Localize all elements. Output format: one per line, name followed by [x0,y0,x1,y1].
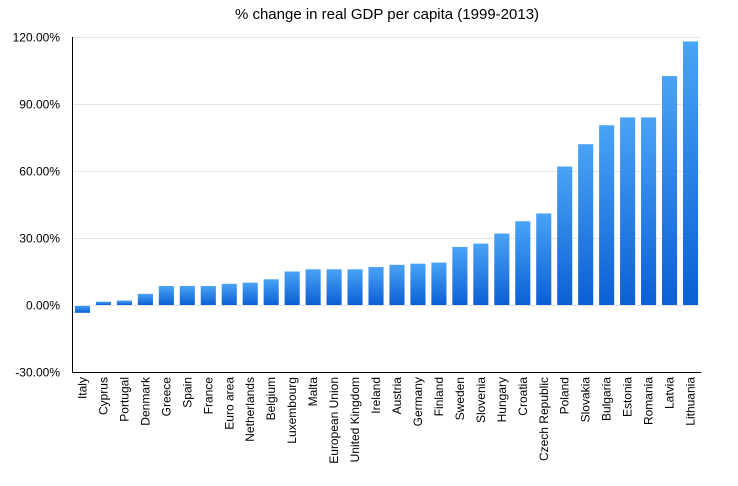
bar-italy [74,305,91,313]
x-tick-label: Romania [642,377,656,425]
x-tick-label: Latvia [663,377,677,409]
x-tick-label: Finland [432,377,446,416]
bar-malta [305,269,321,305]
bar-slovenia [473,243,489,305]
x-tick-label: Italy [75,377,89,399]
x-tick-label: Slovakia [579,377,593,423]
bar-portugal [116,300,132,305]
bar-hungary [494,233,510,305]
x-tick-label: Slovenia [474,377,488,423]
bar-austria [389,264,405,305]
bar-cyprus [95,301,111,305]
x-tick-label: Portugal [117,377,131,422]
x-tick-label: United Kingdom [348,377,362,462]
bar-slovakia [578,144,594,305]
bar-euro-area [221,283,237,305]
x-tick-label: Ireland [369,377,383,414]
bar-poland [557,166,573,305]
x-tick-label: Malta [306,377,320,407]
x-tick-label: Euro area [222,377,236,430]
bar-germany [410,263,426,305]
bar-bulgaria [599,125,615,305]
bar-greece [158,286,174,305]
bar-estonia [620,117,636,306]
x-tick-label: Sweden [453,377,467,420]
x-tick-label: Bulgaria [600,377,614,421]
bar-spain [179,286,195,305]
x-tick-label: European Union [327,377,341,464]
bar-czech-republic [536,213,552,305]
x-tick-label: Estonia [621,377,635,417]
bar-belgium [263,279,279,305]
bar-netherlands [242,282,258,305]
x-tick-label: Austria [390,377,404,415]
x-tick-label: Lithuania [684,377,698,426]
bar-latvia [662,76,678,305]
bar-luxembourg [284,271,300,305]
bar-ireland [368,267,384,305]
x-tick-label: Croatia [516,377,530,416]
y-tick-label: 90.00% [19,98,60,112]
y-tick-label: 0.00% [26,299,60,313]
x-tick-label: France [201,377,215,415]
bar-denmark [137,293,153,305]
bar-croatia [515,221,531,305]
bar-sweden [452,246,468,305]
x-tick-label: Germany [411,377,425,426]
bar-united-kingdom [347,269,363,305]
x-tick-label: Czech Republic [537,377,551,461]
x-tick-label: Luxembourg [285,377,299,444]
x-tick-label: Belgium [264,377,278,420]
x-tick-label: Netherlands [243,377,257,442]
bar-france [200,286,216,305]
bar-european-union [326,269,342,305]
x-tick-label: Cyprus [96,377,110,415]
chart-title: % change in real GDP per capita (1999-20… [235,6,539,23]
y-tick-label: 120.00% [13,31,61,45]
x-tick-label: Greece [159,377,173,417]
y-tick-label: 30.00% [19,232,60,246]
x-tick-label: Denmark [138,376,152,426]
x-tick-label: Poland [558,377,572,414]
y-tick-label: -30.00% [15,366,60,380]
y-tick-label: 60.00% [19,165,60,179]
bar-romania [641,117,657,306]
bar-finland [431,262,447,305]
x-tick-label: Hungary [495,377,509,422]
bar-lithuania [682,41,699,305]
x-tick-label: Spain [180,377,194,408]
